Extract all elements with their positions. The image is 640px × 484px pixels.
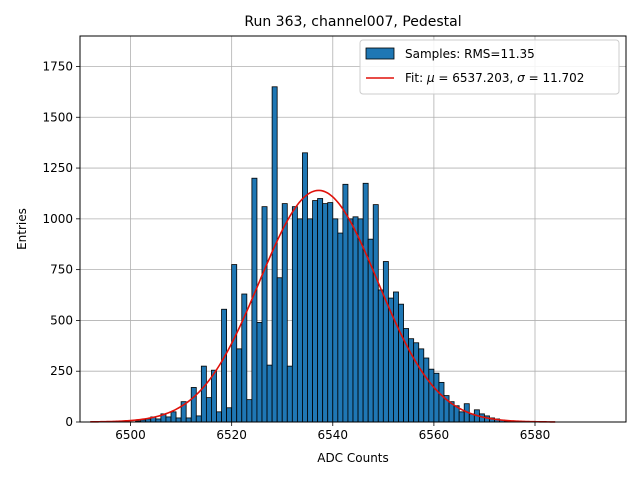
y-tick-label: 500 bbox=[50, 313, 73, 327]
x-axis-ticks: 6500 6520 6540 6560 6580 bbox=[115, 422, 550, 442]
legend-fit-mu-symbol: μ bbox=[426, 71, 435, 85]
histogram-bar bbox=[398, 303, 404, 423]
histogram-bar bbox=[458, 411, 465, 423]
histogram-bar bbox=[266, 364, 273, 423]
histogram-bar bbox=[205, 397, 212, 423]
histogram-bar bbox=[357, 218, 364, 423]
histogram-bar bbox=[216, 411, 222, 423]
legend-fit-prefix: Fit: bbox=[405, 71, 427, 85]
axes-frame bbox=[79, 35, 627, 423]
x-axis-label: ADC Counts bbox=[317, 451, 389, 465]
histogram-bar bbox=[312, 200, 319, 423]
x-tick-label: 6500 bbox=[115, 428, 146, 442]
legend-samples-swatch bbox=[365, 47, 395, 60]
histogram-bar bbox=[226, 407, 233, 423]
y-tick-label: 1750 bbox=[42, 59, 73, 73]
y-tick-label: 0 bbox=[65, 415, 73, 429]
gaussian-fit-curve bbox=[90, 189, 556, 423]
x-tick-label: 6560 bbox=[419, 428, 450, 442]
histogram-bar bbox=[190, 387, 197, 423]
legend-fit-sigma-symbol: σ bbox=[517, 71, 525, 85]
histogram-bar bbox=[175, 417, 182, 423]
histogram-bar bbox=[261, 206, 268, 423]
histogram-bar bbox=[332, 218, 339, 423]
histogram-bar bbox=[195, 415, 202, 423]
legend-box bbox=[359, 39, 620, 95]
histogram-bar bbox=[246, 399, 253, 423]
histogram-bar bbox=[291, 206, 298, 423]
histogram-bar bbox=[428, 368, 435, 423]
histogram-bar bbox=[271, 86, 278, 423]
histogram-bar bbox=[236, 348, 243, 423]
histogram-bar bbox=[413, 342, 420, 423]
histogram-bar bbox=[372, 204, 379, 423]
legend: Samples: RMS=11.35 Fit: μ = 6537.203, σ … bbox=[359, 39, 620, 95]
histogram-bar bbox=[170, 411, 177, 423]
histogram-bar bbox=[211, 369, 217, 423]
histogram-bar bbox=[438, 381, 445, 423]
y-axis-label: Entries bbox=[15, 208, 29, 250]
histogram-bar bbox=[185, 417, 192, 423]
histogram-bar bbox=[200, 365, 207, 423]
legend-fit-sigma-value: = 11.702 bbox=[525, 71, 585, 85]
chart-title: Run 363, channel007, Pedestal bbox=[244, 14, 461, 30]
histogram-bar bbox=[377, 289, 384, 423]
histogram-bar bbox=[362, 182, 369, 423]
y-tick-label: 1000 bbox=[42, 212, 73, 226]
histogram-bar bbox=[251, 177, 258, 423]
histogram-bar bbox=[342, 183, 349, 423]
histogram-bar bbox=[317, 198, 324, 423]
histogram-bars bbox=[135, 86, 511, 423]
histogram-bar bbox=[165, 416, 172, 423]
histogram-bar bbox=[347, 218, 354, 423]
fit-curve-layer bbox=[90, 189, 556, 423]
histogram-bar bbox=[307, 218, 313, 423]
x-tick-label: 6540 bbox=[318, 428, 349, 442]
y-tick-label: 1250 bbox=[42, 161, 73, 175]
histogram-bar bbox=[418, 348, 425, 423]
histogram-bar bbox=[393, 291, 399, 423]
histogram-bar bbox=[322, 203, 329, 423]
histogram-bar bbox=[382, 261, 389, 423]
histogram-bar bbox=[423, 357, 430, 423]
histogram-bar bbox=[281, 203, 288, 423]
x-tick-label: 6580 bbox=[520, 428, 551, 442]
legend-fit-mu-value: = 6537.203, bbox=[435, 71, 518, 85]
legend-fit-label: Fit: μ = 6537.203, σ = 11.702 bbox=[405, 71, 584, 85]
histogram-bar bbox=[286, 365, 293, 423]
y-tick-label: 750 bbox=[50, 263, 73, 277]
histogram-bar bbox=[327, 202, 334, 423]
y-axis-ticks: 0 250 500 750 1000 1250 1500 1750 bbox=[42, 59, 80, 429]
histogram-bar bbox=[221, 308, 228, 423]
histogram-bar bbox=[433, 372, 440, 423]
legend-samples-label: Samples: RMS=11.35 bbox=[405, 47, 535, 61]
histogram-bar bbox=[352, 216, 359, 423]
histogram-bar bbox=[302, 152, 308, 423]
y-tick-label: 250 bbox=[50, 364, 73, 378]
histogram-bar bbox=[337, 232, 344, 423]
y-tick-label: 1500 bbox=[42, 110, 73, 124]
histogram-bar bbox=[276, 277, 283, 423]
histogram-bar bbox=[256, 322, 263, 423]
x-tick-label: 6520 bbox=[216, 428, 247, 442]
histogram-bar bbox=[296, 218, 303, 423]
